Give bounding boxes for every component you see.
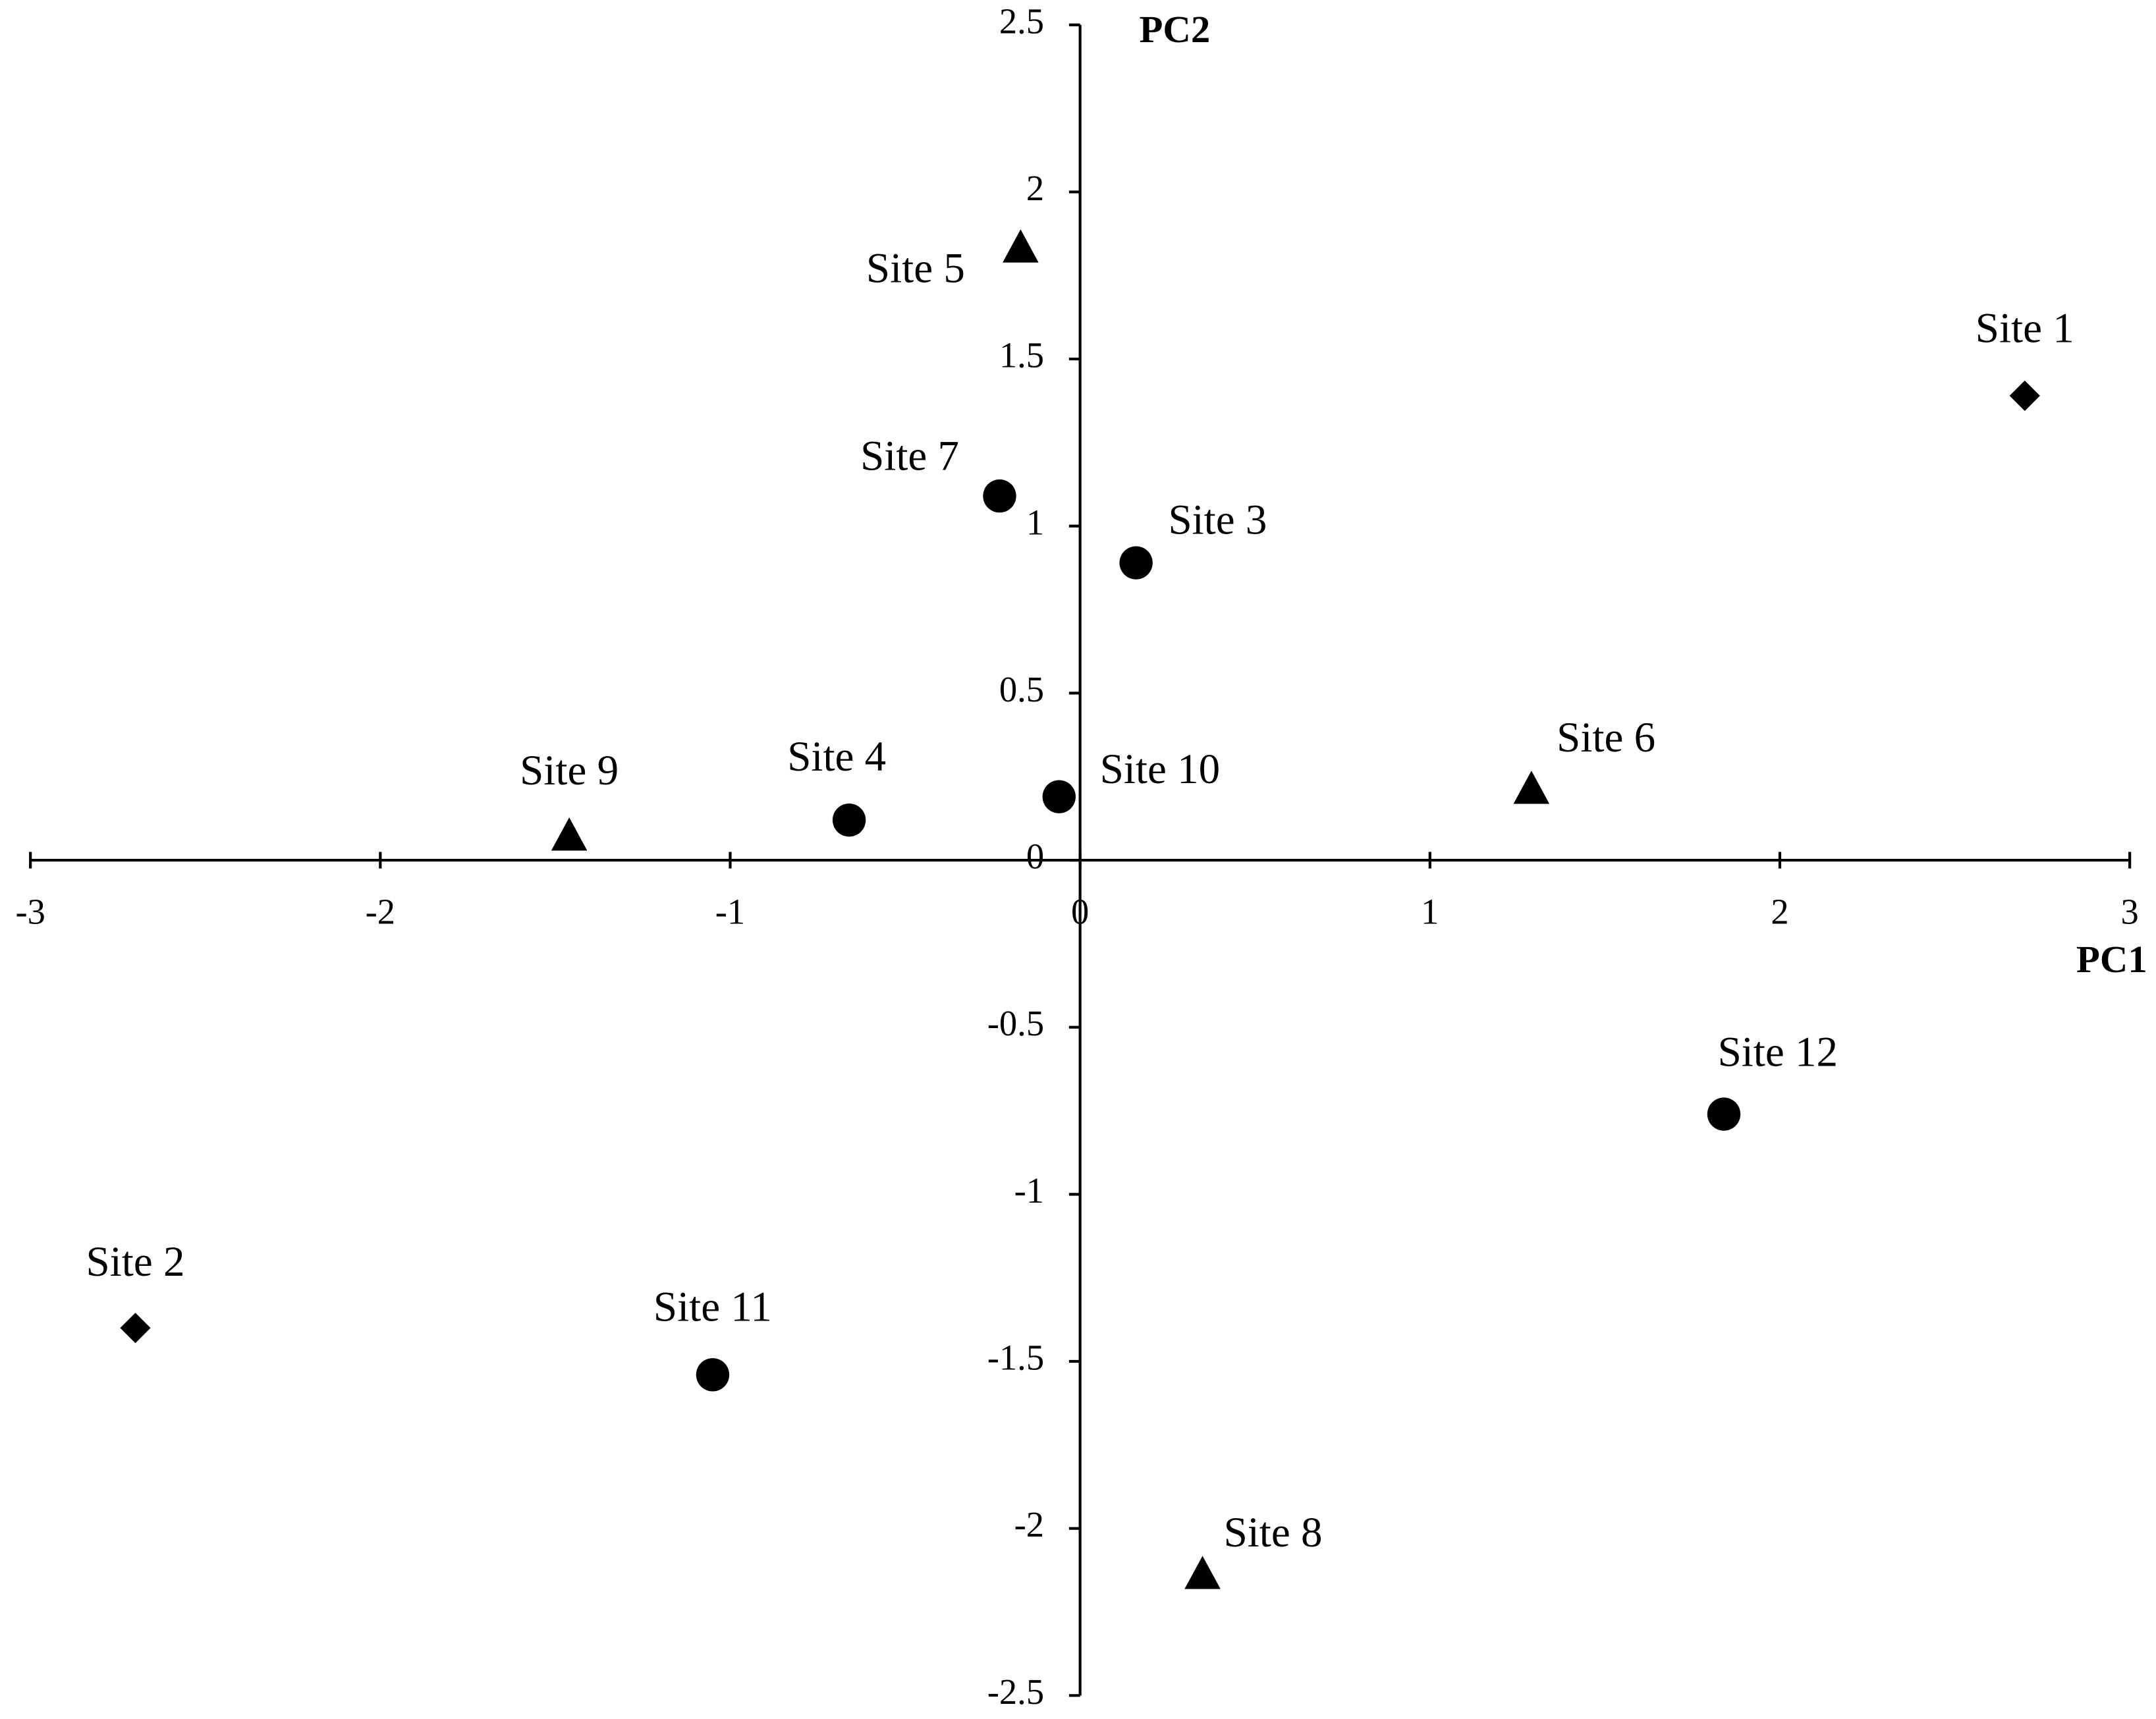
point-label: Site 2 bbox=[86, 1238, 185, 1286]
point-label: Site 5 bbox=[866, 244, 965, 292]
x-axis-title: PC1 bbox=[2076, 938, 2147, 981]
y-tick-label: -1 bbox=[1014, 1170, 1044, 1211]
x-tick-label: 2 bbox=[1771, 891, 1788, 931]
point-label: Site 4 bbox=[787, 733, 886, 780]
y-tick-label: 1 bbox=[1026, 502, 1044, 542]
point-label: Site 3 bbox=[1168, 497, 1267, 544]
point bbox=[1042, 780, 1076, 813]
y-tick-label: 0.5 bbox=[999, 669, 1044, 709]
point bbox=[1513, 771, 1550, 804]
point bbox=[983, 479, 1016, 513]
point-label: Site 1 bbox=[1976, 304, 2074, 352]
point bbox=[1119, 546, 1153, 580]
x-tick-label: -2 bbox=[366, 891, 395, 931]
x-tick-label: 1 bbox=[1421, 891, 1439, 931]
point-label: Site 6 bbox=[1557, 714, 1655, 761]
point bbox=[120, 1313, 151, 1344]
point bbox=[1003, 229, 1039, 263]
point bbox=[1184, 1556, 1221, 1589]
x-tick-label: -3 bbox=[15, 891, 45, 931]
x-tick-label: 0 bbox=[1071, 891, 1089, 931]
y-tick-label: 0 bbox=[1026, 836, 1044, 877]
x-tick-label: 3 bbox=[2120, 891, 2138, 931]
y-tick-label: 2 bbox=[1026, 168, 1044, 208]
point bbox=[832, 803, 866, 837]
x-tick-label: -1 bbox=[715, 891, 745, 931]
point-label: Site 9 bbox=[520, 747, 619, 794]
point bbox=[696, 1358, 730, 1392]
point bbox=[1707, 1097, 1741, 1131]
point-label: Site 11 bbox=[653, 1284, 772, 1331]
y-tick-label: -2.5 bbox=[987, 1672, 1044, 1712]
point-label: Site 7 bbox=[860, 432, 959, 479]
point-label: Site 12 bbox=[1718, 1028, 1838, 1076]
point-label: Site 10 bbox=[1100, 746, 1220, 793]
point-label: Site 8 bbox=[1224, 1509, 1323, 1556]
y-tick-label: -0.5 bbox=[987, 1003, 1044, 1043]
point bbox=[551, 817, 588, 851]
point bbox=[2009, 380, 2040, 411]
y-tick-label: 1.5 bbox=[999, 335, 1044, 375]
y-axis-title: PC2 bbox=[1140, 8, 1211, 51]
y-tick-label: -1.5 bbox=[987, 1338, 1044, 1378]
y-tick-label: 2.5 bbox=[999, 1, 1044, 41]
y-tick-label: -2 bbox=[1014, 1504, 1044, 1544]
